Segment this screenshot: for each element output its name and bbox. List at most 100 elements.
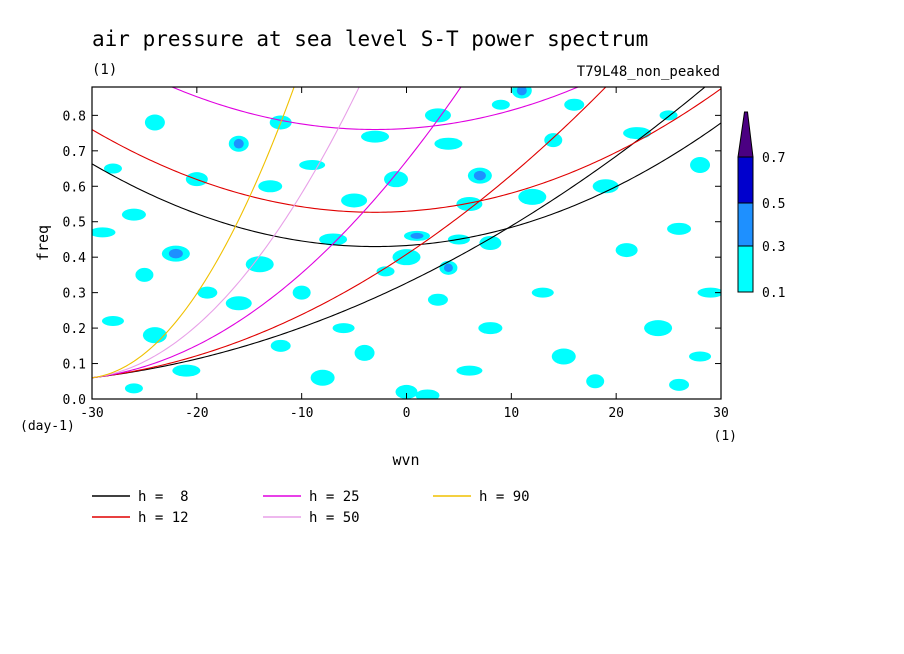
- power-blob: [491, 99, 510, 110]
- colorbar-swatch: [737, 156, 754, 204]
- power-blob: [456, 197, 483, 211]
- colorbar-label: 0.5: [762, 197, 785, 212]
- power-blob: [103, 163, 122, 174]
- curve-ig-h25: [170, 87, 580, 131]
- power-blob: [376, 266, 395, 277]
- y-tick-label: 0.3: [63, 287, 86, 302]
- chart-title: air pressure at sea level S-T power spec…: [92, 27, 648, 51]
- colorbar: 0.1 0.3 0.5 0.7: [737, 111, 785, 301]
- plot-area: -30 -20 -10 0 10 20 30 0.00.10.20.30.40.50.60.…: [63, 0, 729, 421]
- y-axis: 0.0 0.1 0.2 0.3 0.4 0.5 0.6 0.7 0.8: [63, 109, 721, 408]
- y-tick-label: 0.7: [63, 145, 86, 160]
- power-blob: [384, 171, 409, 188]
- power-blob: [551, 348, 576, 365]
- x-tick-label: 10: [504, 406, 520, 421]
- x-tick-label: -20: [185, 406, 208, 421]
- x-unit-label: (1): [714, 429, 737, 444]
- power-blob: [135, 267, 154, 282]
- power-blob: [172, 364, 201, 377]
- power-contours: [92, 87, 721, 399]
- colorbar-label: 0.3: [762, 240, 785, 255]
- curve-kelvin-h12: [92, 87, 607, 379]
- power-blob-core: [473, 170, 486, 181]
- power-blob: [121, 208, 146, 221]
- curve-legend: h = 8 h = 12 h = 25 h = 50 h = 90: [92, 489, 530, 526]
- power-blob: [564, 98, 585, 111]
- power-blob: [310, 369, 335, 386]
- power-blob: [424, 108, 451, 123]
- power-blob-core: [516, 87, 527, 96]
- power-blob: [197, 286, 218, 299]
- x-tick-label: -30: [80, 406, 103, 421]
- dispersion-curves: [92, 0, 721, 379]
- power-blob: [299, 160, 326, 170]
- curve-kelvin-h90: [92, 87, 295, 379]
- x-tick-label: -10: [290, 406, 313, 421]
- power-blob: [644, 320, 673, 337]
- power-blob: [586, 374, 605, 389]
- power-blob: [427, 293, 448, 306]
- curve-ig-h8: [92, 122, 721, 248]
- experiment-label: T79L48_non_peaked: [577, 64, 720, 80]
- colorbar-swatch: [737, 245, 754, 293]
- power-blob: [690, 157, 711, 173]
- power-blob: [531, 287, 554, 298]
- y-tick-label: 0.0: [63, 393, 86, 408]
- power-blob: [623, 127, 652, 140]
- power-blob: [92, 227, 116, 238]
- power-blob-core: [410, 232, 424, 239]
- power-blob-core: [168, 248, 183, 259]
- power-blob: [101, 316, 124, 326]
- power-blob-core: [233, 138, 244, 149]
- colorbar-label: 0.1: [762, 286, 785, 301]
- colorbar-swatch: [737, 202, 754, 247]
- y-unit-label: (day-1): [20, 419, 75, 434]
- legend-label: h = 12: [138, 510, 189, 526]
- y-tick-label: 0.4: [63, 251, 87, 266]
- power-blob: [667, 222, 692, 235]
- plot-background: [92, 87, 721, 399]
- colorbar-extend-arrow: [737, 111, 754, 158]
- x-tick-label: 0: [403, 406, 411, 421]
- power-blob: [669, 378, 690, 391]
- y-tick-label: 0.8: [63, 109, 86, 124]
- power-blob: [689, 351, 712, 362]
- curve-ig-h12: [92, 88, 721, 213]
- curve-ig-h50: [92, 0, 721, 18]
- power-blob: [124, 383, 143, 394]
- x-axis: -30 -20 -10 0 10 20 30: [80, 87, 729, 421]
- power-blob: [434, 137, 463, 150]
- power-blob: [332, 323, 355, 334]
- x-axis-label: wvn: [392, 451, 419, 469]
- power-blob: [456, 365, 483, 376]
- power-blob: [258, 180, 283, 193]
- y-tick-label: 0.1: [63, 358, 86, 373]
- curve-kelvin-h8: [92, 87, 706, 379]
- chart-subtitle-left: (1): [92, 62, 117, 78]
- legend-label: h = 50: [309, 510, 360, 526]
- power-blob: [518, 188, 547, 205]
- power-blob: [144, 114, 165, 131]
- power-blob: [478, 322, 503, 335]
- colorbar-label: 0.7: [762, 151, 785, 166]
- power-blob: [245, 256, 274, 273]
- power-blob: [544, 133, 563, 148]
- power-blob: [592, 179, 619, 194]
- y-tick-label: 0.5: [63, 216, 86, 231]
- power-blob: [395, 384, 418, 399]
- y-axis-label: freq: [34, 225, 52, 261]
- power-blob: [270, 339, 291, 352]
- y-tick-label: 0.6: [63, 180, 86, 195]
- power-blob: [354, 344, 375, 361]
- curve-kelvin-h25: [92, 87, 462, 379]
- curve-kelvin-h50: [92, 87, 360, 379]
- power-blob: [697, 287, 721, 298]
- power-blob: [341, 193, 368, 208]
- legend-label: h = 8: [138, 489, 189, 505]
- power-blob: [615, 243, 638, 258]
- power-blob: [392, 249, 421, 266]
- legend-label: h = 25: [309, 489, 360, 505]
- x-tick-label: 20: [608, 406, 624, 421]
- power-blob: [225, 296, 252, 311]
- power-blob: [361, 130, 390, 143]
